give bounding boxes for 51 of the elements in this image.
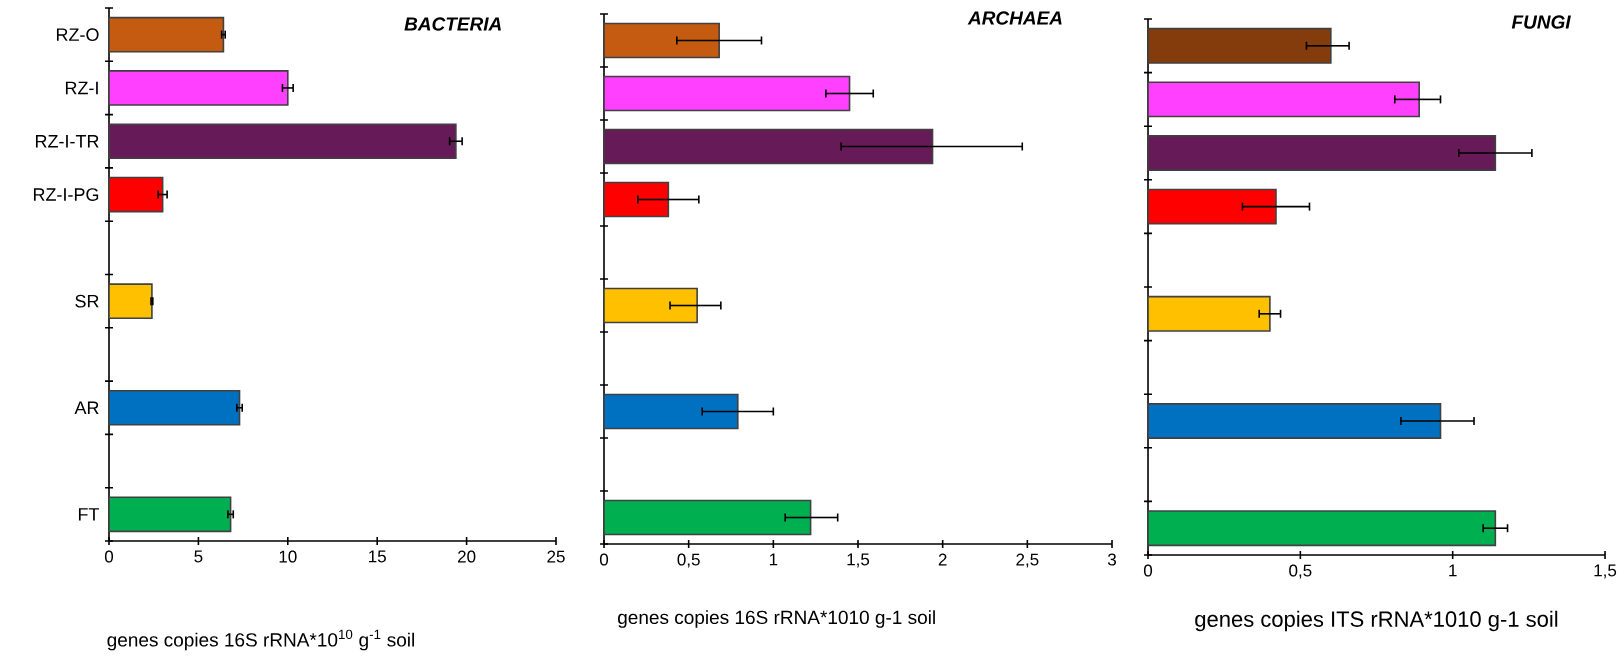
x-tick-label: 3 [1107,553,1116,566]
bar [108,123,457,160]
x-tick-label: 0 [599,553,609,566]
x-tick-label: 1,5 [1594,564,1617,579]
y-tick-label: RZ-I [65,81,98,95]
bar [108,283,153,320]
bar [603,499,812,536]
x-axis-title: genes copies 16S rRNA*1010 g-1 soil [618,610,935,628]
y-tick-label: RZ-O [56,28,99,42]
x-tick-label: 5 [194,550,203,563]
x-tick-label: 20 [458,550,476,563]
y-tick-label: RZ-I-TR [35,135,99,148]
bar [1147,27,1332,64]
bar [1147,188,1277,225]
y-tick-label: SR [75,294,99,308]
x-tick-label: 10 [279,550,297,563]
x-axis-title: genes copies ITS rRNA*1010 g-1 soil [1195,610,1558,632]
bar [603,287,698,324]
chart-title: BACTERIA [404,17,501,31]
chart-title: FUNGI [1511,15,1571,29]
x-tick-label: 15 [369,550,386,563]
bar [1147,403,1442,439]
bar [108,176,164,213]
bar [603,75,851,112]
bar [108,496,232,533]
bar [108,16,225,53]
bar [108,389,241,426]
x-tick-label: 1,5 [847,553,870,568]
x-tick-label: 1 [769,553,778,566]
x-tick-label: 1 [1449,564,1457,577]
y-tick-label: RZ-I-PG [33,188,99,201]
x-axis-title: genes copies 16S rRNA*10$^{10}$ g$^{-1}$ soil [107,629,414,651]
x-tick-label: 0 [104,550,114,563]
bar [1147,135,1497,171]
x-tick-label: 0,5 [677,553,700,568]
x-tick-label: 25 [547,550,565,563]
x-tick-label: 0 [1143,564,1153,577]
bar [1147,510,1497,547]
x-tick-label: 2,5 [1016,553,1039,568]
bar [603,128,934,165]
y-tick-label: FT [78,508,100,521]
chart-title: ARCHAEA [967,11,1062,25]
x-tick-label: 0,5 [1289,564,1312,579]
bar [603,22,720,59]
bar [1147,81,1420,118]
bar [603,393,739,430]
bar [1147,295,1271,332]
x-tick-label: 2 [938,553,947,566]
y-tick-label: AR [74,401,99,414]
bar [603,181,670,218]
bar [108,70,289,106]
